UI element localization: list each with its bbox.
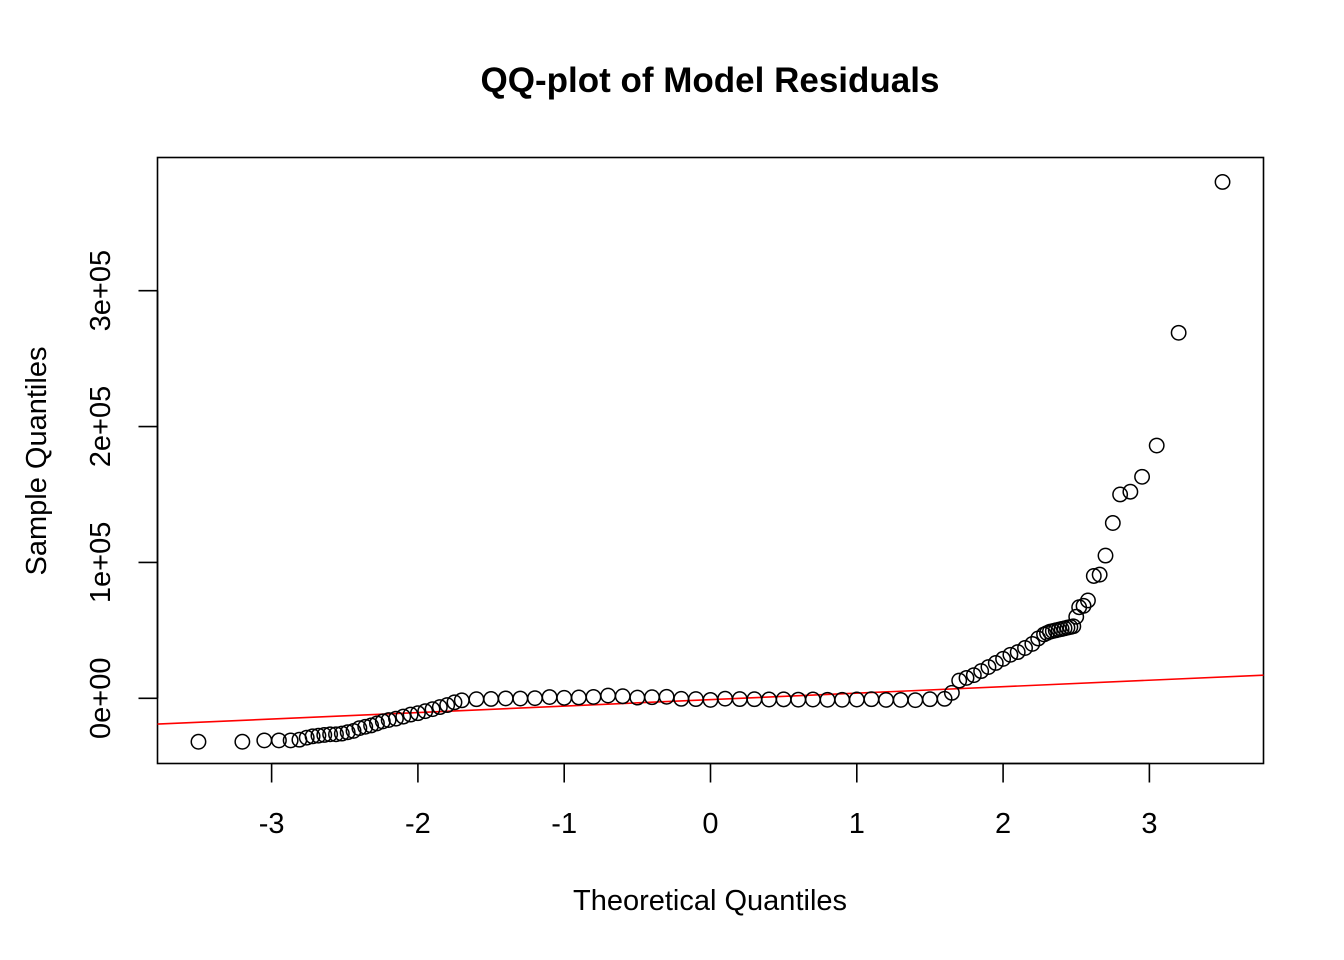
data-point: [333, 725, 350, 742]
data-point: [316, 727, 333, 743]
data-point: [687, 691, 704, 708]
data-point: [1075, 597, 1092, 614]
chart-title: QQ-plot of Model Residuals: [481, 61, 940, 100]
data-point: [468, 691, 485, 708]
data-point: [1068, 608, 1085, 625]
data-point: [1134, 468, 1151, 485]
data-point: [878, 691, 895, 708]
data-point: [1097, 547, 1114, 564]
y-tick-label: 3e+05: [85, 250, 117, 331]
data-point: [746, 691, 763, 708]
x-tick-label: 1: [849, 808, 865, 840]
x-tick-label: 3: [1141, 808, 1157, 840]
data-point: [1148, 437, 1165, 454]
data-point: [1024, 635, 1041, 652]
data-point: [1079, 592, 1096, 609]
data-point: [973, 663, 990, 680]
data-point: [417, 703, 434, 720]
data-point: [958, 669, 975, 686]
data-point: [673, 690, 690, 707]
data-point: [1122, 483, 1139, 500]
data-point: [483, 691, 500, 707]
data-point: [1065, 618, 1082, 635]
data-point: [497, 690, 514, 707]
data-point: [775, 691, 792, 708]
data-point: [304, 728, 321, 745]
data-point: [921, 691, 938, 708]
data-point: [556, 689, 573, 706]
data-point: [1104, 515, 1121, 531]
y-tick-label: 2e+05: [85, 386, 117, 467]
data-point: [1170, 324, 1187, 341]
data-point: [1091, 566, 1108, 583]
data-point: [600, 687, 617, 704]
data-point: [987, 655, 1004, 671]
data-point: [834, 691, 851, 708]
data-point: [1085, 568, 1102, 584]
data-point: [351, 720, 368, 737]
y-axis: 0e+00 1e+05 2e+05 3e+05: [85, 250, 159, 739]
data-point: [234, 733, 251, 750]
data-points: [190, 174, 1231, 750]
data-point: [409, 705, 426, 722]
data-point: [965, 667, 982, 684]
x-tick-label: -3: [259, 808, 285, 840]
data-point: [395, 708, 412, 725]
data-point: [431, 699, 448, 716]
data-point: [446, 694, 463, 711]
x-tick-label: 2: [995, 808, 1011, 840]
data-point: [526, 690, 543, 707]
plot-frame: [156, 156, 1265, 765]
data-point: [980, 659, 997, 675]
data-point: [790, 691, 807, 708]
data-point: [1009, 644, 1026, 661]
data-point: [995, 650, 1012, 667]
data-point: [512, 690, 529, 707]
data-point: [585, 688, 602, 705]
y-tick-label: 0e+00: [85, 658, 117, 739]
data-point: [190, 733, 207, 750]
x-tick-label: -1: [551, 808, 577, 840]
data-point: [339, 724, 356, 741]
data-point: [892, 691, 909, 708]
data-point: [1002, 646, 1019, 663]
x-axis-label: Theoretical Quantiles: [573, 885, 847, 917]
data-point: [322, 726, 339, 743]
y-tick-label: 1e+05: [85, 522, 117, 603]
data-point: [439, 697, 456, 714]
data-point: [380, 712, 397, 728]
data-point: [943, 684, 960, 701]
data-point: [270, 732, 287, 749]
data-point: [424, 701, 441, 718]
data-point: [402, 706, 419, 723]
x-tick-label: 0: [702, 808, 718, 840]
data-point: [951, 672, 968, 689]
data-point: [256, 732, 273, 749]
y-axis-label: Sample Quantiles: [21, 347, 53, 576]
data-point: [310, 727, 327, 744]
data-point: [907, 692, 924, 709]
data-point: [848, 691, 865, 708]
data-point: [570, 689, 587, 706]
reference-line: [157, 674, 1264, 725]
data-point: [328, 726, 344, 743]
data-point: [863, 691, 880, 708]
data-point: [282, 732, 299, 749]
data-point: [541, 689, 558, 706]
data-point: [1017, 640, 1033, 656]
x-axis: -3 -2 -1 0 1 2 3: [259, 762, 1157, 840]
data-point: [357, 718, 374, 735]
x-tick-label: -2: [405, 808, 431, 840]
data-point: [298, 729, 315, 746]
data-point: [388, 710, 404, 727]
data-point: [1112, 486, 1129, 503]
data-point: [614, 688, 631, 705]
data-point: [1214, 174, 1231, 190]
data-point: [761, 691, 777, 708]
